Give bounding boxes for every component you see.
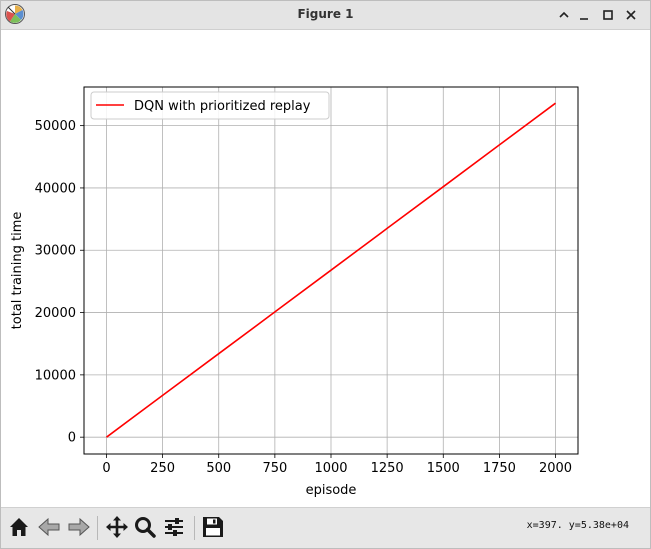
legend-box bbox=[90, 91, 330, 120]
y-tick-label: 30000 bbox=[35, 244, 76, 259]
y-tick-label: 40000 bbox=[35, 181, 76, 196]
x-axis-ticks: 0 250 500 750 1000 1250 1500 1750 2000 bbox=[102, 454, 572, 476]
x-tick-label: 2000 bbox=[539, 461, 572, 476]
close-icon[interactable] bbox=[621, 5, 641, 25]
matplotlib-logo-icon bbox=[4, 3, 26, 25]
series-lines bbox=[106, 102, 556, 438]
figure-canvas[interactable]: 0 250 500 750 1000 1250 1500 1750 2000 0 10000 200… bbox=[1, 30, 650, 507]
line-chart: 0 250 500 750 1000 1250 1500 1750 2000 0 10000 200… bbox=[10, 86, 579, 498]
y-tick-label: 20000 bbox=[35, 306, 76, 321]
forward-arrow-icon[interactable] bbox=[66, 514, 92, 540]
x-tick-label: 1500 bbox=[427, 461, 460, 476]
legend-label: DQN with prioritized replay bbox=[134, 99, 311, 114]
legend: DQN with prioritized replay bbox=[90, 91, 330, 120]
x-tick-label: 750 bbox=[262, 461, 287, 476]
configure-subplots-icon[interactable] bbox=[161, 514, 187, 540]
minimize-icon[interactable] bbox=[574, 5, 594, 25]
x-tick-label: 1250 bbox=[371, 461, 404, 476]
x-tick-label: 1750 bbox=[483, 461, 516, 476]
y-tick-label: 50000 bbox=[35, 119, 76, 134]
back-arrow-icon[interactable] bbox=[36, 514, 62, 540]
chevron-up-icon[interactable] bbox=[554, 5, 574, 25]
navigation-toolbar: x=397. y=5.38e+04 bbox=[1, 507, 650, 548]
x-tick-label: 1000 bbox=[314, 461, 347, 476]
save-floppy-icon[interactable] bbox=[200, 514, 226, 540]
cursor-coordinates: x=397. y=5.38e+04 bbox=[526, 520, 629, 531]
zoom-magnifier-icon[interactable] bbox=[132, 514, 158, 540]
x-tick-label: 500 bbox=[206, 461, 231, 476]
y-tick-label: 0 bbox=[68, 431, 76, 446]
window-title: Figure 1 bbox=[297, 7, 354, 21]
series-line bbox=[106, 102, 556, 438]
toolbar-separator bbox=[194, 516, 195, 540]
y-axis-label: total training time bbox=[10, 212, 25, 330]
x-tick-label: 250 bbox=[150, 461, 175, 476]
pan-move-icon[interactable] bbox=[104, 514, 130, 540]
toolbar-separator bbox=[97, 516, 98, 540]
y-axis-ticks: 0 10000 20000 30000 40000 50000 bbox=[35, 119, 84, 446]
maximize-icon[interactable] bbox=[598, 5, 618, 25]
x-axis-label: episode bbox=[306, 483, 357, 498]
title-bar[interactable]: Figure 1 bbox=[1, 1, 650, 30]
x-tick-label: 0 bbox=[102, 461, 110, 476]
home-icon[interactable] bbox=[6, 514, 32, 540]
y-tick-label: 10000 bbox=[35, 368, 76, 383]
